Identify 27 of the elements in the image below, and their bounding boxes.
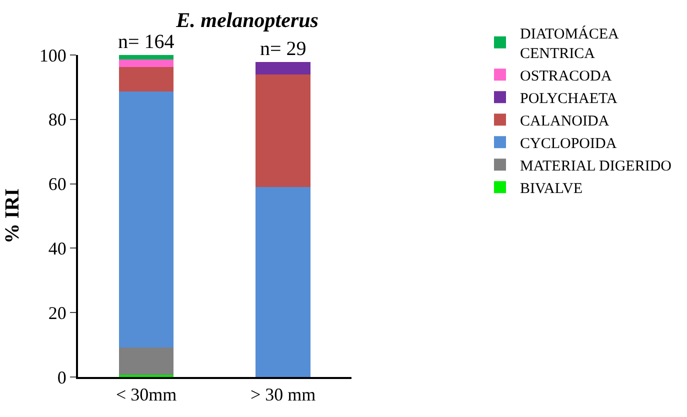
legend-label: CYCLOPOIDA [520, 136, 617, 152]
y-tick-label: 0 [57, 367, 66, 388]
y-tick-label: 60 [48, 174, 66, 194]
bar [256, 187, 310, 377]
bar [256, 74, 310, 188]
chart-title: E. melanopterus [175, 8, 318, 32]
y-tick-label: 80 [48, 110, 66, 130]
x-tick-label: > 30 mm [250, 384, 316, 405]
legend-label: OSTRACODA [520, 68, 612, 84]
bar [119, 348, 174, 375]
legend-label: MATERIAL DIGERIDO [520, 158, 672, 174]
bar [119, 92, 174, 348]
bar [119, 55, 174, 60]
y-tick-label: 100 [39, 45, 66, 66]
bar [119, 67, 174, 92]
y-axis-title: % IRI [1, 188, 24, 244]
annotation: n= 164 [118, 31, 174, 53]
legend-label: CALANOIDA [520, 113, 610, 130]
bar [119, 60, 174, 68]
annotation: n= 29 [260, 38, 306, 60]
bar [256, 62, 310, 74]
y-tick-label: 40 [48, 238, 66, 258]
legend-label: DIATOMÁCEA CENTRICA [520, 25, 620, 62]
legend-label: POLYCHAETA [520, 90, 618, 107]
legend-label: BIVALVE [520, 180, 583, 197]
x-tick-label: < 30mm [116, 384, 177, 405]
y-tick-label: 20 [48, 302, 66, 323]
